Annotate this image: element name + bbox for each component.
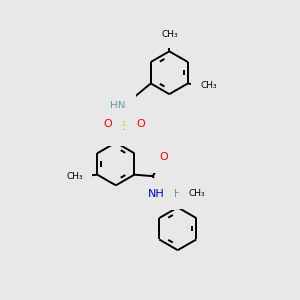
Text: CH₃: CH₃ (161, 30, 178, 39)
Text: S: S (120, 120, 128, 133)
Text: CH₃: CH₃ (188, 190, 205, 199)
Text: CH₃: CH₃ (200, 81, 217, 90)
Text: O: O (136, 119, 145, 129)
Text: O: O (103, 119, 112, 129)
Text: NH: NH (148, 189, 165, 199)
Text: H: H (174, 189, 182, 199)
Text: HN: HN (110, 101, 126, 111)
Text: CH₃: CH₃ (66, 172, 83, 181)
Text: O: O (159, 152, 168, 162)
